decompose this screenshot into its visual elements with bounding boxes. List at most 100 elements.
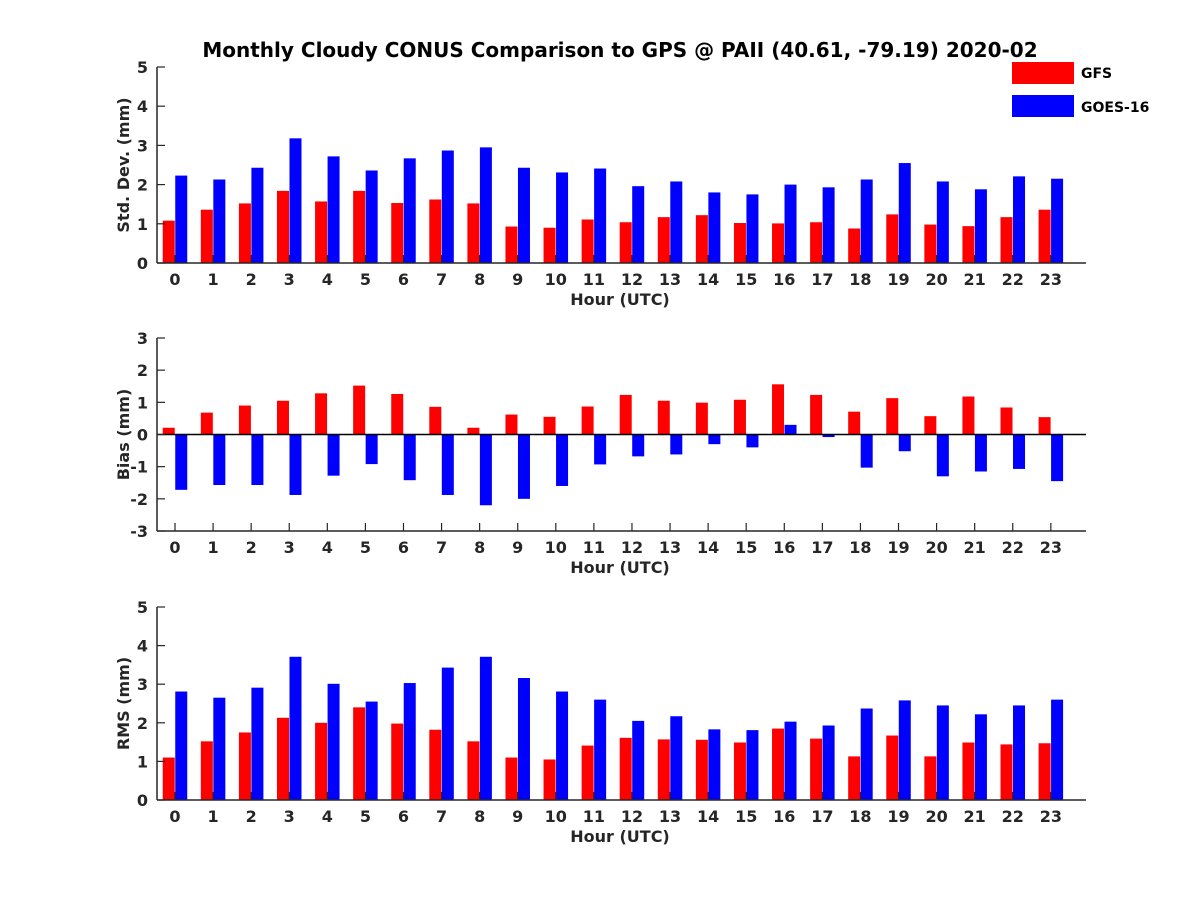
std-dev-bar-goes16-10 [556,172,569,263]
bias-x-tick-label: 13 [659,538,681,557]
bias-bar-gfs-6 [391,393,404,435]
x-axis-label-rms: Hour (UTC) [570,827,670,846]
std-dev-bar-gfs-2 [238,203,251,263]
std-dev-bar-gfs-13 [657,217,670,263]
std-dev-bar-goes16-20 [936,181,949,263]
std-dev-x-tick-label: 10 [545,270,567,289]
rms-x-tick-label: 5 [360,807,371,826]
std-dev-bar-gfs-16 [772,223,785,263]
rms-bar-gfs-6 [391,723,404,800]
std-dev-x-tick-label: 20 [925,270,947,289]
rms-x-tick-label: 21 [964,807,986,826]
std-dev-bar-goes16-4 [327,156,340,263]
rms-bar-gfs-19 [886,735,899,800]
std-dev-x-tick-label: 12 [621,270,643,289]
std-dev-bar-goes16-12 [632,186,645,263]
bias-x-tick-label: 9 [512,538,523,557]
std-dev-bar-goes16-15 [746,194,759,263]
rms-bar-gfs-7 [429,729,442,800]
std-dev-y-tick-label: 4 [137,97,148,116]
std-dev-x-tick-label: 15 [735,270,757,289]
bias-x-tick-label: 23 [1040,538,1062,557]
rms-x-tick-label: 17 [811,807,833,826]
rms-bar-gfs-2 [238,732,251,800]
bias-bar-gfs-9 [505,414,518,435]
std-dev-bar-gfs-3 [276,190,289,263]
std-dev-y-tick-label: 3 [137,136,148,155]
bias-bar-goes16-22 [1013,434,1026,469]
bias-x-tick-label: 17 [811,538,833,557]
rms-x-tick-label: 2 [246,807,257,826]
bias-x-tick-label: 12 [621,538,643,557]
std-dev-x-tick-label: 14 [697,270,719,289]
rms-bar-goes16-16 [784,721,797,800]
std-dev-y-tick-label: 2 [137,176,148,195]
rms-x-tick-label: 23 [1040,807,1062,826]
std-dev-bar-goes16-3 [289,138,302,263]
rms-bar-gfs-20 [924,756,937,800]
rms-x-tick-label: 0 [169,807,180,826]
std-dev-bar-goes16-23 [1051,178,1064,263]
bias-bar-gfs-3 [276,400,289,435]
rms-x-tick-label: 16 [773,807,795,826]
rms-bar-goes16-21 [974,714,987,800]
std-dev-bar-gfs-22 [1000,217,1013,263]
rms-y-tick-label: 2 [137,714,148,733]
rms-bar-goes16-2 [251,687,264,800]
std-dev-bar-gfs-19 [886,214,899,263]
rms-x-tick-label: 13 [659,807,681,826]
rms-bar-goes16-14 [708,729,721,800]
std-dev-bar-gfs-17 [810,222,823,263]
rms-bar-goes16-20 [936,705,949,800]
std-dev-bar-gfs-11 [581,219,594,263]
bias-x-tick-label: 11 [583,538,605,557]
std-dev-x-tick-label: 8 [474,270,485,289]
rms-bar-gfs-15 [733,742,746,800]
bias-x-tick-label: 21 [964,538,986,557]
std-dev-x-tick-label: 19 [887,270,909,289]
std-dev-bar-gfs-6 [391,203,404,263]
bias-x-tick-label: 10 [545,538,567,557]
std-dev-bar-gfs-7 [429,199,442,263]
rms-x-tick-label: 18 [849,807,871,826]
legend-label-goes16: GOES-16 [1081,100,1149,116]
std-dev-x-tick-label: 3 [284,270,295,289]
std-dev-x-tick-label: 17 [811,270,833,289]
rms-y-tick-label: 0 [137,791,148,810]
bias-x-tick-label: 6 [398,538,409,557]
rms-bar-goes16-17 [822,725,835,800]
bias-bar-gfs-15 [733,399,746,435]
bias-bar-gfs-19 [886,398,899,435]
rms-bar-goes16-19 [898,700,911,800]
rms-x-tick-label: 22 [1002,807,1024,826]
rms-bar-gfs-9 [505,757,518,800]
bias-bar-goes16-11 [594,434,607,465]
std-dev-x-tick-label: 22 [1002,270,1024,289]
std-dev-bar-goes16-8 [479,147,492,263]
std-dev-x-tick-label: 21 [964,270,986,289]
std-dev-bar-goes16-19 [898,163,911,263]
std-dev-x-tick-label: 4 [322,270,333,289]
bias-bar-goes16-5 [365,434,378,465]
legend-swatch-goes16 [1012,95,1074,117]
std-dev-bar-goes16-22 [1013,176,1026,263]
bias-x-tick-label: 15 [735,538,757,557]
bias-bar-goes16-9 [517,434,530,499]
std-dev-bar-goes16-13 [670,181,683,263]
bias-x-tick-label: 20 [925,538,947,557]
bias-x-tick-label: 4 [322,538,333,557]
rms-y-tick-label: 3 [137,675,148,694]
rms-bar-goes16-12 [632,720,645,800]
std-dev-x-tick-label: 18 [849,270,871,289]
std-dev-bar-gfs-8 [467,203,480,263]
bias-bar-goes16-6 [403,434,416,481]
bias-y-tick-label: 1 [137,393,148,412]
rms-bar-gfs-11 [581,745,594,800]
rms-bar-goes16-23 [1051,699,1064,800]
std-dev-bar-gfs-21 [962,226,975,263]
bias-bar-gfs-7 [429,406,442,435]
std-dev-x-tick-label: 23 [1040,270,1062,289]
bias-x-tick-label: 8 [474,538,485,557]
